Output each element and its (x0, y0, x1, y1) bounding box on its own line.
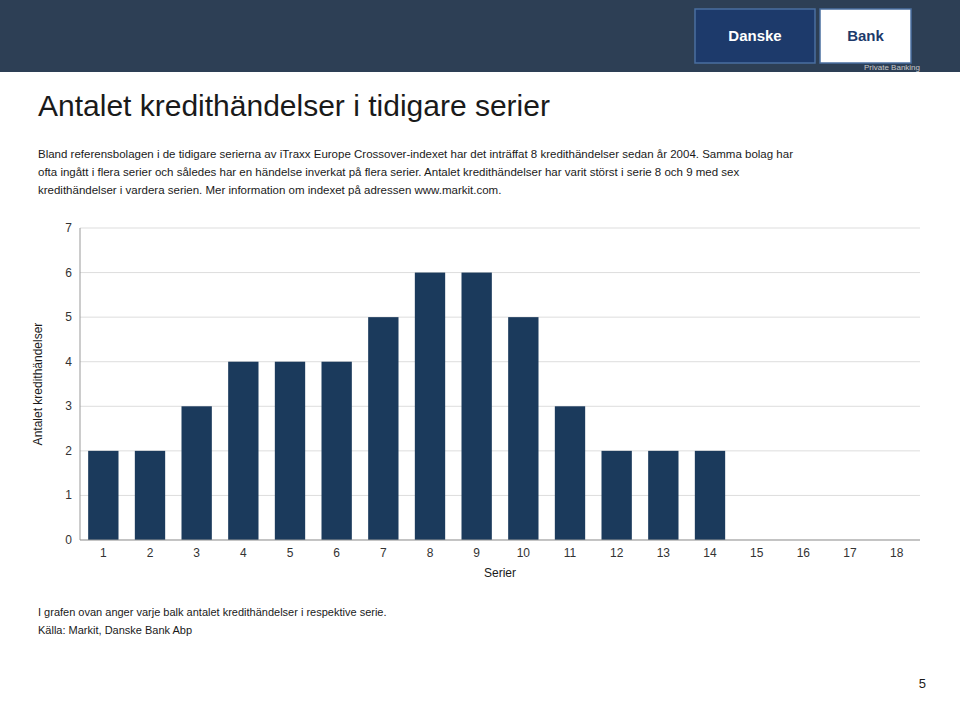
x-tick-label: 13 (657, 546, 671, 560)
bar (322, 362, 352, 540)
x-tick-label: 9 (473, 546, 480, 560)
y-tick-label: 1 (65, 488, 72, 502)
bar (555, 406, 585, 540)
x-tick-label: 8 (427, 546, 434, 560)
bar (415, 273, 445, 540)
chart: 01234567123456789101112131415161718Serie… (31, 221, 920, 580)
x-tick-label: 15 (750, 546, 764, 560)
x-tick-label: 4 (240, 546, 247, 560)
bar (135, 451, 165, 540)
x-axis-label: Serier (484, 566, 516, 580)
bar (228, 362, 258, 540)
y-tick-label: 0 (65, 533, 72, 547)
grid-line (80, 228, 920, 229)
bar (648, 451, 678, 540)
bars (88, 273, 725, 540)
grid-line (80, 361, 920, 362)
x-tick-label: 17 (843, 546, 857, 560)
y-axis-line (80, 228, 81, 540)
y-tick-label: 4 (65, 355, 72, 369)
grid-line (80, 272, 920, 273)
x-tick-label: 18 (890, 546, 904, 560)
bar (602, 451, 632, 540)
bar (462, 273, 492, 540)
grid-line (80, 317, 920, 318)
logo-box-light (820, 9, 911, 63)
title: Antalet kredithändelser i tidigare serie… (38, 89, 550, 122)
header-subtext: Private Banking (864, 63, 920, 72)
x-tick-label: 7 (380, 546, 387, 560)
y-axis-label: Antalet kredithändelser (31, 323, 45, 446)
x-tick-label: 2 (147, 546, 154, 560)
body-text: ofta ingått i flera serier och således h… (38, 166, 739, 178)
bar (368, 317, 398, 540)
bar (508, 317, 538, 540)
bar (88, 451, 118, 540)
x-tick-label: 3 (193, 546, 200, 560)
x-tick-label: 10 (517, 546, 531, 560)
page: Danske Bank Private Banking Antalet kredith… (0, 0, 960, 704)
y-tick-label: 5 (65, 310, 72, 324)
bar (275, 362, 305, 540)
x-tick-label: 16 (797, 546, 811, 560)
x-axis-line (80, 540, 920, 541)
logo-text: Bank (847, 27, 884, 44)
y-tick-label: 3 (65, 399, 72, 413)
logo-text: Danske (728, 27, 781, 44)
bar (695, 451, 725, 540)
y-tick-label: 7 (65, 221, 72, 235)
y-tick-label: 6 (65, 266, 72, 280)
x-tick-label: 1 (100, 546, 107, 560)
x-tick-label: 14 (703, 546, 717, 560)
x-tick-label: 5 (287, 546, 294, 560)
footer-text: I grafen ovan anger varje balk antalet k… (38, 606, 387, 618)
body-text: kredithändelser i vardera serien. Mer in… (38, 184, 501, 196)
x-tick-label: 11 (564, 546, 577, 560)
x-tick-label: 6 (333, 546, 340, 560)
x-tick-label: 12 (610, 546, 624, 560)
footer-text: Källa: Markit, Danske Bank Abp (38, 624, 192, 636)
grid-line (80, 540, 920, 541)
body-text: Bland referensbolagen i de tidigare seri… (38, 148, 793, 160)
logo-box-dark (695, 9, 815, 63)
bar (182, 406, 212, 540)
y-tick-label: 2 (65, 444, 72, 458)
header-band (0, 0, 960, 72)
page-number: 5 (919, 676, 926, 691)
